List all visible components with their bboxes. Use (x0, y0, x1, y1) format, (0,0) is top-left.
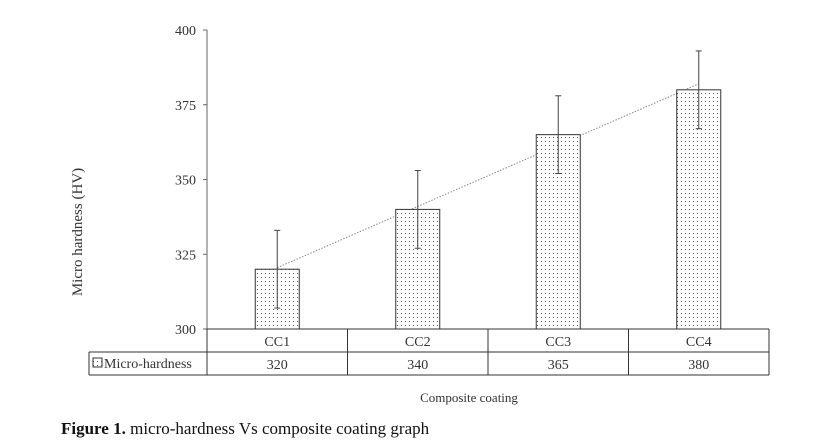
legend-series-name: Micro-hardness (104, 357, 192, 372)
caption-text: micro-hardness Vs composite coating grap… (125, 419, 430, 438)
x-category-label: CC3 (545, 335, 571, 350)
data-table: CC1 320 CC2 340 CC3 365 CC4 380 Micro-hardness (88, 328, 770, 376)
caption-label: Figure 1. (61, 419, 126, 438)
data-label: 320 (267, 358, 288, 373)
trendline (277, 83, 699, 269)
x-axis-label: Composite coating (420, 390, 518, 405)
data-label: 380 (688, 358, 709, 373)
y-tick-label: 400 (175, 24, 196, 39)
x-category-label: CC4 (686, 335, 712, 350)
y-tick-label: 300 (175, 323, 196, 338)
error-bars (274, 50, 702, 309)
y-axis-label: Micro hardness (HV) (70, 168, 86, 296)
data-label: 365 (548, 358, 569, 373)
x-category-label: CC1 (264, 335, 290, 350)
trendline-line (277, 83, 699, 269)
data-label: 340 (407, 358, 428, 373)
legend-key (92, 357, 103, 368)
y-tick-label: 350 (175, 174, 196, 189)
x-category-label: CC2 (405, 335, 431, 350)
figure-caption: Figure 1. micro-hardness Vs composite co… (61, 419, 429, 439)
y-axis: 300 325 350 375 400 (175, 24, 208, 338)
chart: 300 325 350 375 400 CC1 320 CC2 340 CC3 365 CC4 380… (70, 24, 770, 405)
y-tick-label: 375 (175, 99, 196, 114)
y-tick-label: 325 (175, 248, 196, 263)
bars (254, 89, 722, 330)
